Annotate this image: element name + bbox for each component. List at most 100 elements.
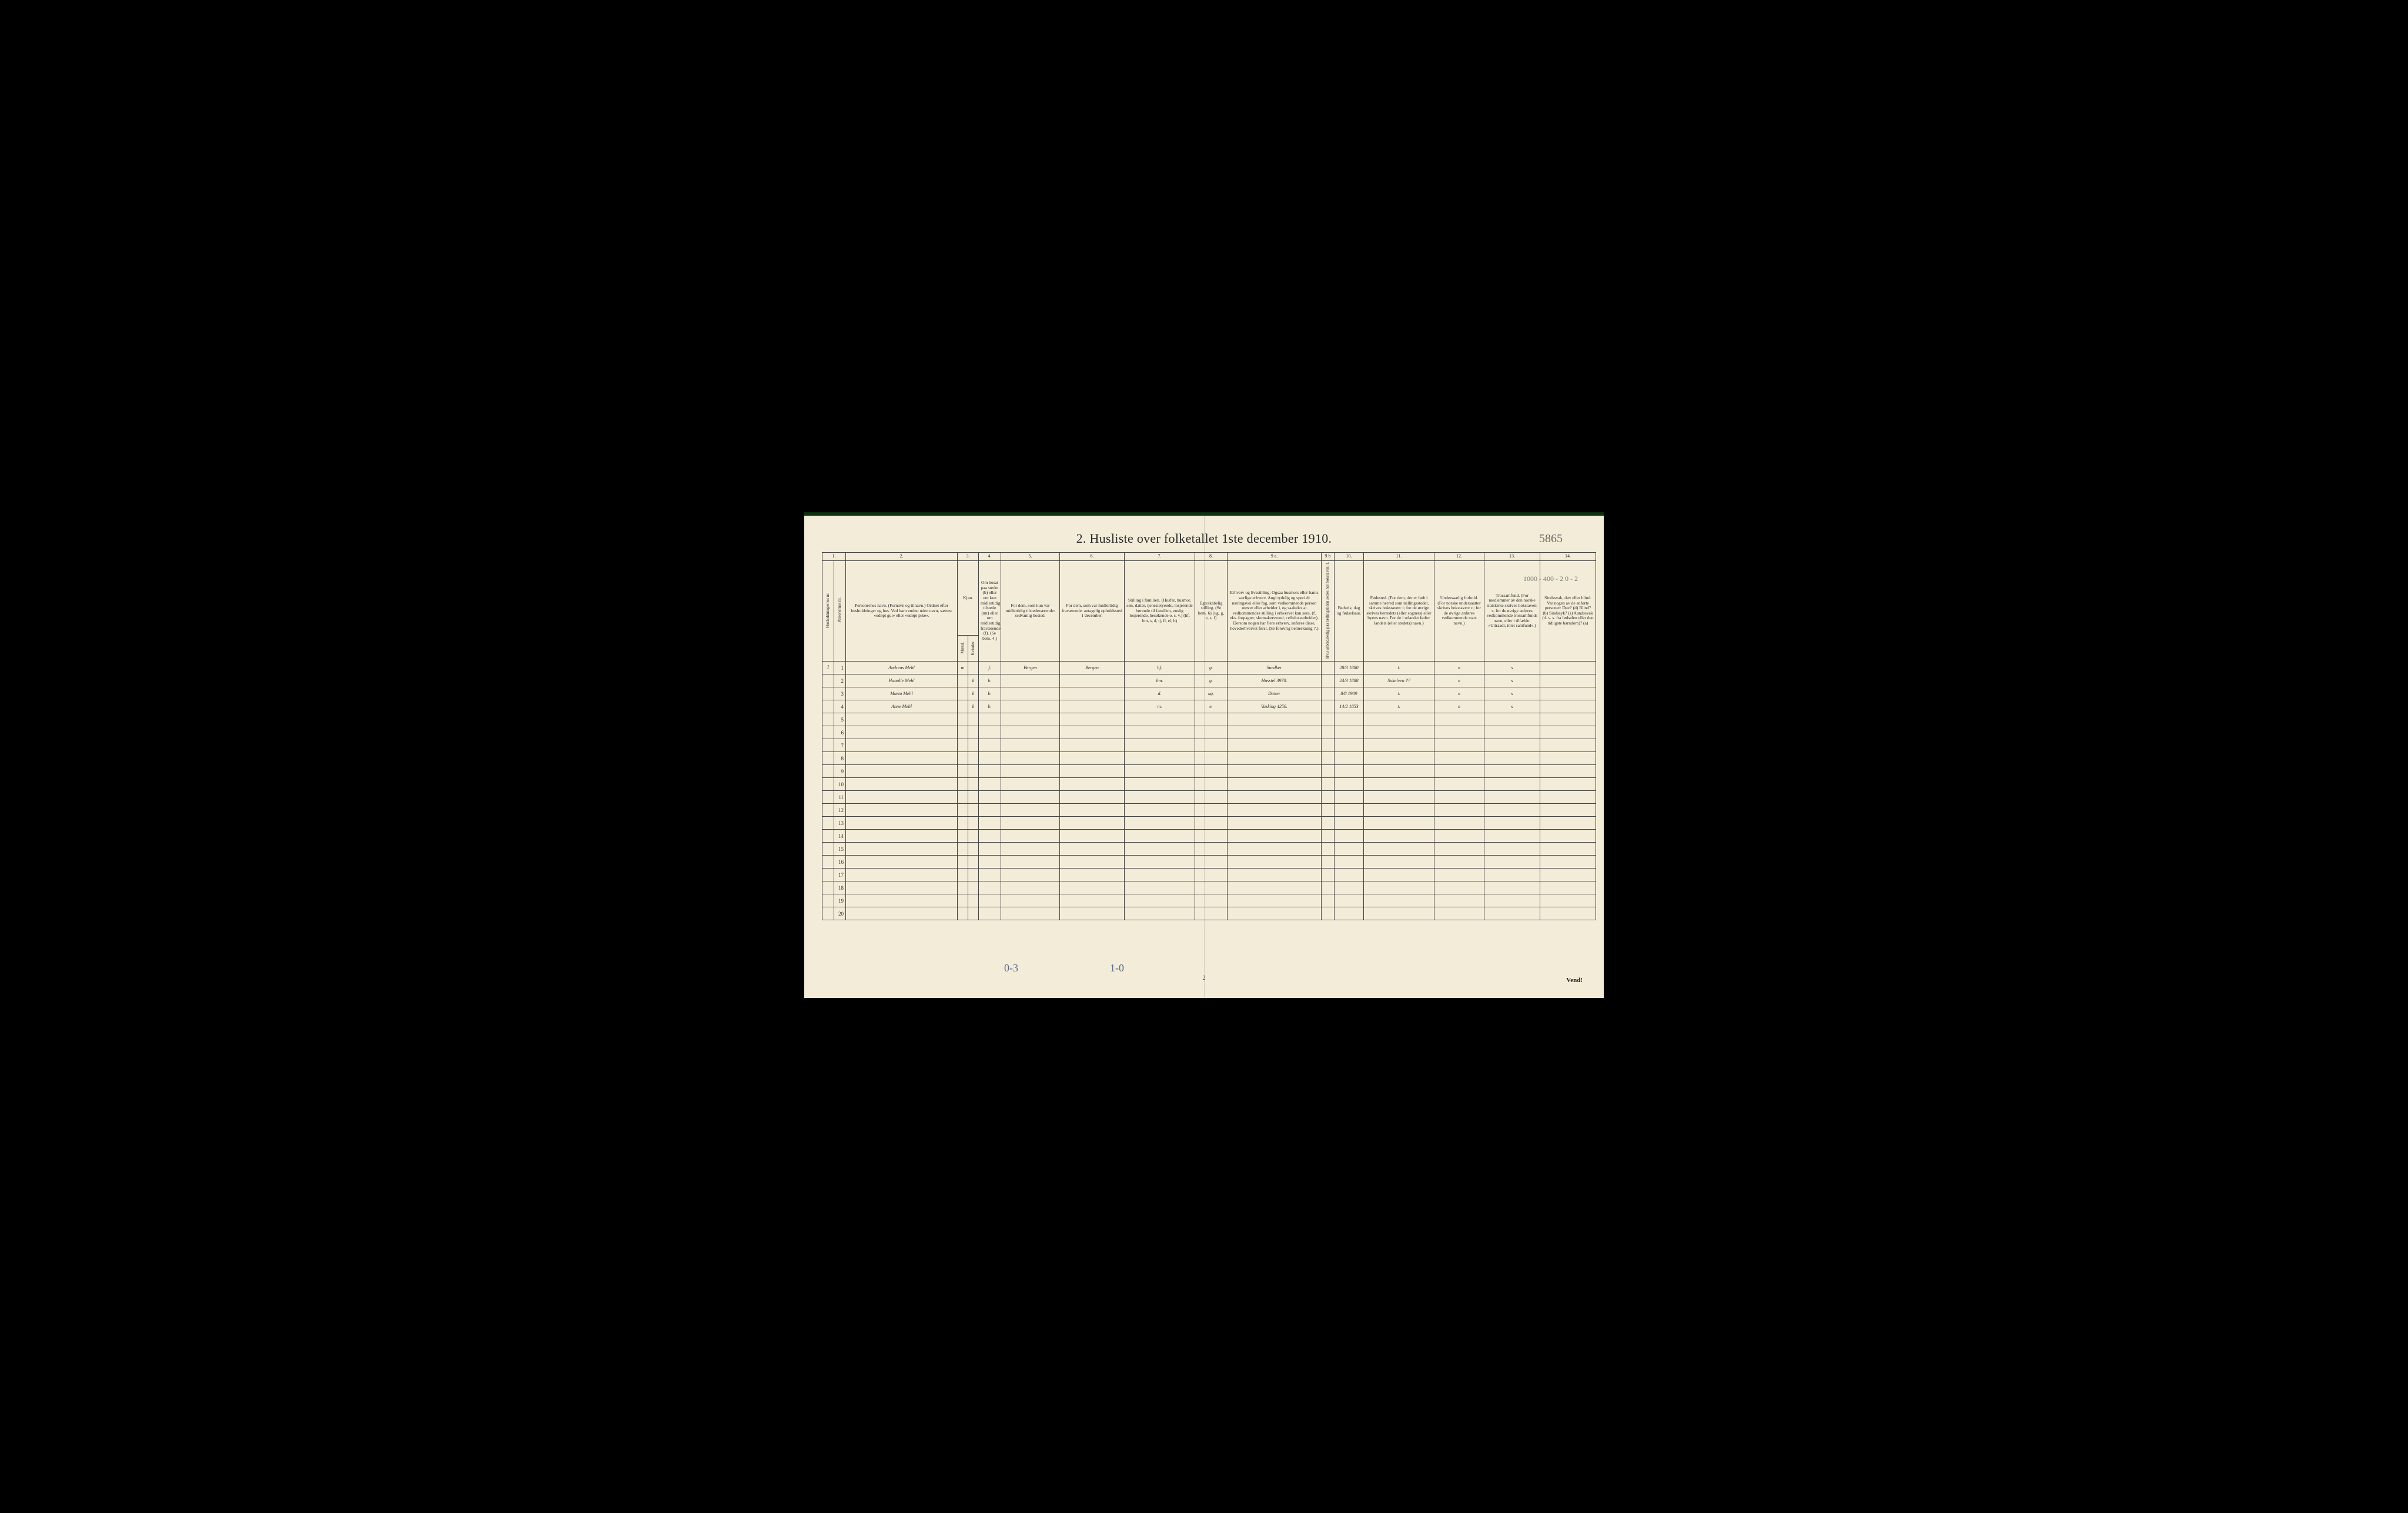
cell-religion: s bbox=[1484, 674, 1540, 687]
cell-empty: 6 bbox=[834, 726, 846, 739]
cell-empty bbox=[979, 881, 1001, 894]
cell-empty bbox=[1335, 843, 1364, 856]
cell-empty bbox=[1060, 778, 1125, 791]
cell-empty bbox=[979, 907, 1001, 920]
table-row: 9 bbox=[822, 765, 1596, 778]
cell-empty bbox=[968, 726, 979, 739]
cell-empty bbox=[979, 752, 1001, 765]
cell-empty bbox=[1125, 830, 1195, 843]
cell-empty: 15 bbox=[834, 843, 846, 856]
cell-family_pos: hf. bbox=[1125, 662, 1195, 674]
column-number: 5. bbox=[1001, 552, 1060, 560]
cell-empty bbox=[1125, 726, 1195, 739]
cell-empty bbox=[1060, 804, 1125, 817]
column-number: 13. bbox=[1484, 552, 1540, 560]
cell-empty bbox=[1484, 752, 1540, 765]
cell-empty bbox=[1335, 765, 1364, 778]
cell-empty bbox=[846, 804, 958, 817]
cell-empty bbox=[1434, 843, 1484, 856]
cell-empty bbox=[968, 830, 979, 843]
table-row: 3Marta Mehlkb.d.ug.Datter8/8 1909t.ns bbox=[822, 687, 1596, 700]
cell-empty bbox=[1484, 778, 1540, 791]
cell-occupation: Vasking 4256. bbox=[1228, 700, 1322, 713]
table-header: 1.2.3.4.5.6.7.8.9 a.9 b10.11.12.13.14. H… bbox=[822, 552, 1596, 662]
handwritten-page-id: 5865 bbox=[1539, 532, 1563, 546]
cell-empty bbox=[979, 843, 1001, 856]
cell-empty bbox=[1484, 804, 1540, 817]
column-header: Stilling i familien. (Husfar, husmor, sø… bbox=[1125, 560, 1195, 662]
top-right-annotation: 1000 - 400 - 2 0 - 2 bbox=[1523, 575, 1578, 583]
cell-empty bbox=[1484, 791, 1540, 804]
cell-temp_absent: Bergen bbox=[1060, 662, 1125, 674]
cell-empty bbox=[846, 817, 958, 830]
cell-empty bbox=[1322, 804, 1335, 817]
cell-empty bbox=[1060, 856, 1125, 869]
table-row: 2Hanulle Mehlkb.hm.g.Husstel 3970.24/3 1… bbox=[822, 674, 1596, 687]
cell-empty bbox=[822, 843, 834, 856]
column-number: 4. bbox=[979, 552, 1001, 560]
table-row: 12 bbox=[822, 804, 1596, 817]
cell-residence: b. bbox=[979, 687, 1001, 700]
cell-birthplace: Sokelven ?? bbox=[1364, 674, 1434, 687]
cell-residence: b. bbox=[979, 700, 1001, 713]
cell-empty bbox=[1060, 843, 1125, 856]
cell-empty bbox=[1484, 881, 1540, 894]
cell-empty bbox=[1125, 817, 1195, 830]
column-header: Personernes navn. (Fornavn og tilnavn.) … bbox=[846, 560, 958, 662]
cell-temp_absent bbox=[1060, 700, 1125, 713]
cell-empty bbox=[1228, 765, 1322, 778]
cell-empty bbox=[1540, 907, 1596, 920]
cell-disability bbox=[1540, 662, 1596, 674]
cell-sex_k: k bbox=[968, 700, 979, 713]
cell-empty bbox=[1484, 817, 1540, 830]
table-row: 7 bbox=[822, 739, 1596, 752]
cell-empty bbox=[1335, 752, 1364, 765]
cell-empty bbox=[1322, 869, 1335, 881]
table-row: 13 bbox=[822, 817, 1596, 830]
cell-empty bbox=[1060, 894, 1125, 907]
cell-empty bbox=[958, 713, 968, 726]
cell-empty bbox=[1060, 881, 1125, 894]
cell-empty bbox=[979, 869, 1001, 881]
column-number: 11. bbox=[1364, 552, 1434, 560]
cell-empty bbox=[1060, 739, 1125, 752]
cell-empty bbox=[968, 739, 979, 752]
cell-empty bbox=[1195, 856, 1228, 869]
cell-marital: e. bbox=[1195, 700, 1228, 713]
cell-empty bbox=[958, 894, 968, 907]
column-header: Hvis arbeidsledig paa tællingstiden sett… bbox=[1322, 560, 1335, 662]
cell-empty: 19 bbox=[834, 894, 846, 907]
cell-empty bbox=[958, 739, 968, 752]
cell-empty bbox=[1434, 804, 1484, 817]
cell-empty bbox=[822, 817, 834, 830]
cell-empty bbox=[1060, 726, 1125, 739]
cell-empty bbox=[1060, 791, 1125, 804]
cell-marital: g. bbox=[1195, 662, 1228, 674]
cell-empty: 10 bbox=[834, 778, 846, 791]
cell-empty bbox=[1484, 856, 1540, 869]
cell-empty bbox=[1484, 843, 1540, 856]
cell-empty bbox=[1364, 907, 1434, 920]
cell-workless bbox=[1322, 662, 1335, 674]
cell-empty bbox=[1001, 856, 1060, 869]
cell-empty bbox=[846, 778, 958, 791]
cell-empty bbox=[958, 881, 968, 894]
cell-empty bbox=[1195, 894, 1228, 907]
cell-empty bbox=[1228, 804, 1322, 817]
cell-empty bbox=[1484, 726, 1540, 739]
cell-empty bbox=[846, 713, 958, 726]
cell-empty bbox=[1125, 752, 1195, 765]
cell-empty bbox=[979, 713, 1001, 726]
cell-empty bbox=[968, 752, 979, 765]
cell-empty bbox=[958, 765, 968, 778]
column-number: 8. bbox=[1195, 552, 1228, 560]
cell-empty bbox=[846, 881, 958, 894]
cell-empty bbox=[1335, 778, 1364, 791]
cell-empty bbox=[1335, 713, 1364, 726]
cell-empty bbox=[1195, 726, 1228, 739]
cell-empty bbox=[1195, 817, 1228, 830]
cell-disability bbox=[1540, 700, 1596, 713]
cell-empty bbox=[1434, 778, 1484, 791]
table-row: 18 bbox=[822, 881, 1596, 894]
cell-name: Marta Mehl bbox=[846, 687, 958, 700]
